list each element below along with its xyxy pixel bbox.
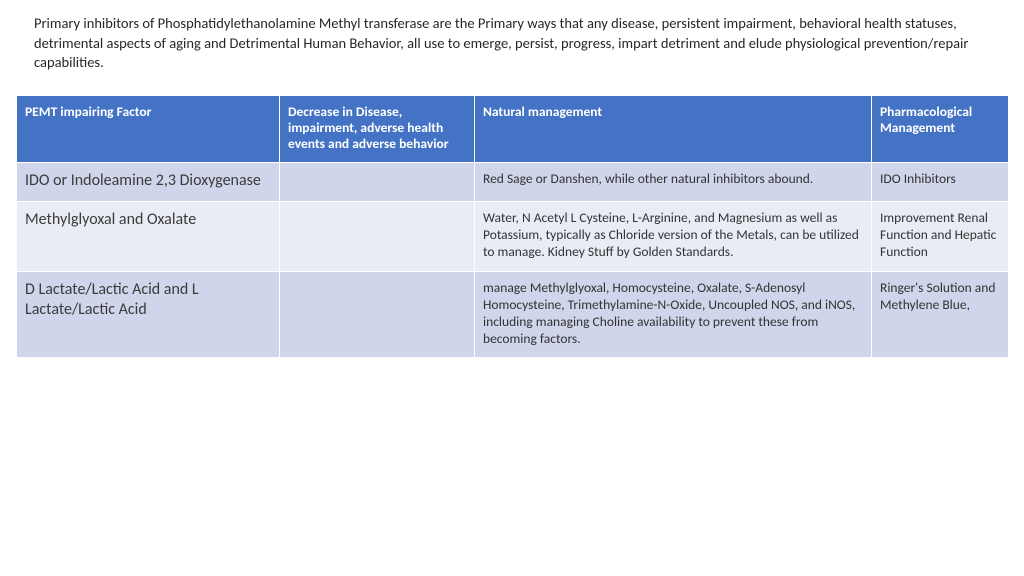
header-natural-mgmt: Natural management [475, 95, 872, 163]
cell-pharma: Improvement Renal Function and Hepatic F… [872, 202, 1009, 272]
cell-decrease [280, 202, 475, 272]
table-row: Methylglyoxal and Oxalate Water, N Acety… [17, 202, 1009, 272]
header-pharma-mgmt: Pharmacological Management [872, 95, 1009, 163]
header-decrease: Decrease in Disease, impairment, adverse… [280, 95, 475, 163]
table-row: D Lactate/Lactic Acid and L Lactate/Lact… [17, 271, 1009, 358]
cell-natural: manage Methylglyoxal, Homocysteine, Oxal… [475, 271, 872, 358]
table-header-row: PEMT impairing Factor Decrease in Diseas… [17, 95, 1009, 163]
cell-pharma: IDO Inhibitors [872, 163, 1009, 202]
table-row: IDO or Indoleamine 2,3 Dioxygenase Red S… [17, 163, 1009, 202]
cell-decrease [280, 163, 475, 202]
cell-factor: Methylglyoxal and Oxalate [17, 202, 280, 272]
cell-decrease [280, 271, 475, 358]
cell-factor: IDO or Indoleamine 2,3 Dioxygenase [17, 163, 280, 202]
cell-factor: D Lactate/Lactic Acid and L Lactate/Lact… [17, 271, 280, 358]
cell-natural: Red Sage or Danshen, while other natural… [475, 163, 872, 202]
cell-natural: Water, N Acetyl L Cysteine, L-Arginine, … [475, 202, 872, 272]
cell-pharma: Ringer's Solution and Methylene Blue, [872, 271, 1009, 358]
header-pemt-factor: PEMT impairing Factor [17, 95, 280, 163]
pemt-table: PEMT impairing Factor Decrease in Diseas… [16, 95, 1009, 359]
intro-paragraph: Primary inhibitors of Phosphatidylethano… [0, 0, 1024, 91]
